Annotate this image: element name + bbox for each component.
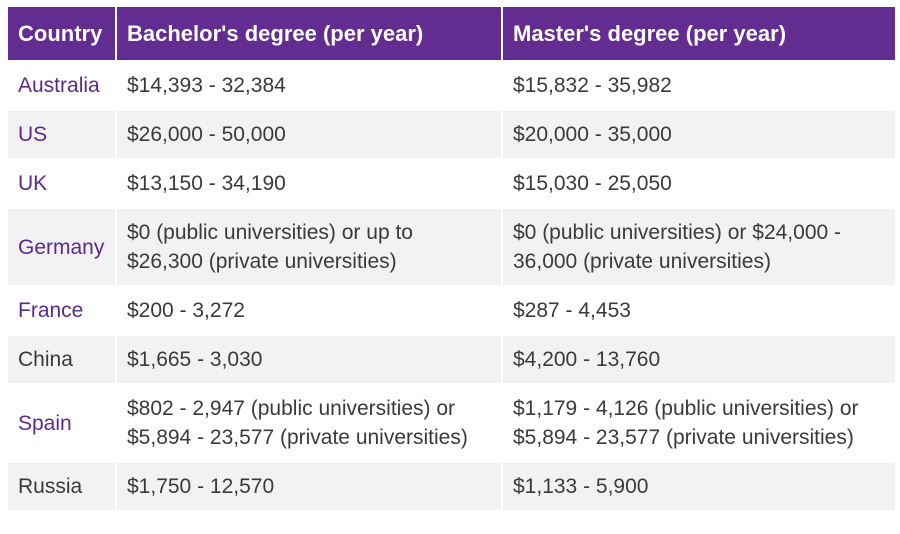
bachelor-cost: $14,393 - 32,384 [117, 62, 501, 109]
country-label-china: China [8, 336, 115, 383]
table-row: France $200 - 3,272 $287 - 4,453 [8, 287, 895, 334]
bachelor-cost: $26,000 - 50,000 [117, 111, 501, 158]
master-cost: $20,000 - 35,000 [503, 111, 895, 158]
bachelor-cost: $200 - 3,272 [117, 287, 501, 334]
country-link-us[interactable]: US [8, 111, 115, 158]
header-master: Master's degree (per year) [503, 7, 895, 60]
country-link-spain[interactable]: Spain [8, 385, 115, 461]
country-link-australia[interactable]: Australia [8, 62, 115, 109]
bachelor-cost: $1,665 - 3,030 [117, 336, 501, 383]
country-link-uk[interactable]: UK [8, 160, 115, 207]
table-row: Russia $1,750 - 12,570 $1,133 - 5,900 [8, 463, 895, 510]
header-country: Country [8, 7, 115, 60]
table-header-row: Country Bachelor's degree (per year) Mas… [8, 7, 895, 60]
master-cost: $4,200 - 13,760 [503, 336, 895, 383]
bachelor-cost: $1,750 - 12,570 [117, 463, 501, 510]
master-cost: $1,179 - 4,126 (public universities) or … [503, 385, 895, 461]
master-cost: $15,030 - 25,050 [503, 160, 895, 207]
table-row: US $26,000 - 50,000 $20,000 - 35,000 [8, 111, 895, 158]
country-label-russia: Russia [8, 463, 115, 510]
table-row: Spain $802 - 2,947 (public universities)… [8, 385, 895, 461]
master-cost: $0 (public universities) or $24,000 - 36… [503, 209, 895, 285]
table-row: Australia $14,393 - 32,384 $15,832 - 35,… [8, 62, 895, 109]
bachelor-cost: $0 (public universities) or up to $26,30… [117, 209, 501, 285]
country-link-germany[interactable]: Germany [8, 209, 115, 285]
bachelor-cost: $13,150 - 34,190 [117, 160, 501, 207]
bachelor-cost: $802 - 2,947 (public universities) or $5… [117, 385, 501, 461]
table-row: Germany $0 (public universities) or up t… [8, 209, 895, 285]
master-cost: $1,133 - 5,900 [503, 463, 895, 510]
table-row: UK $13,150 - 34,190 $15,030 - 25,050 [8, 160, 895, 207]
table-row: China $1,665 - 3,030 $4,200 - 13,760 [8, 336, 895, 383]
master-cost: $15,832 - 35,982 [503, 62, 895, 109]
country-link-france[interactable]: France [8, 287, 115, 334]
tuition-table-container: Country Bachelor's degree (per year) Mas… [6, 5, 895, 512]
master-cost: $287 - 4,453 [503, 287, 895, 334]
header-bachelor: Bachelor's degree (per year) [117, 7, 501, 60]
tuition-table: Country Bachelor's degree (per year) Mas… [6, 5, 897, 512]
